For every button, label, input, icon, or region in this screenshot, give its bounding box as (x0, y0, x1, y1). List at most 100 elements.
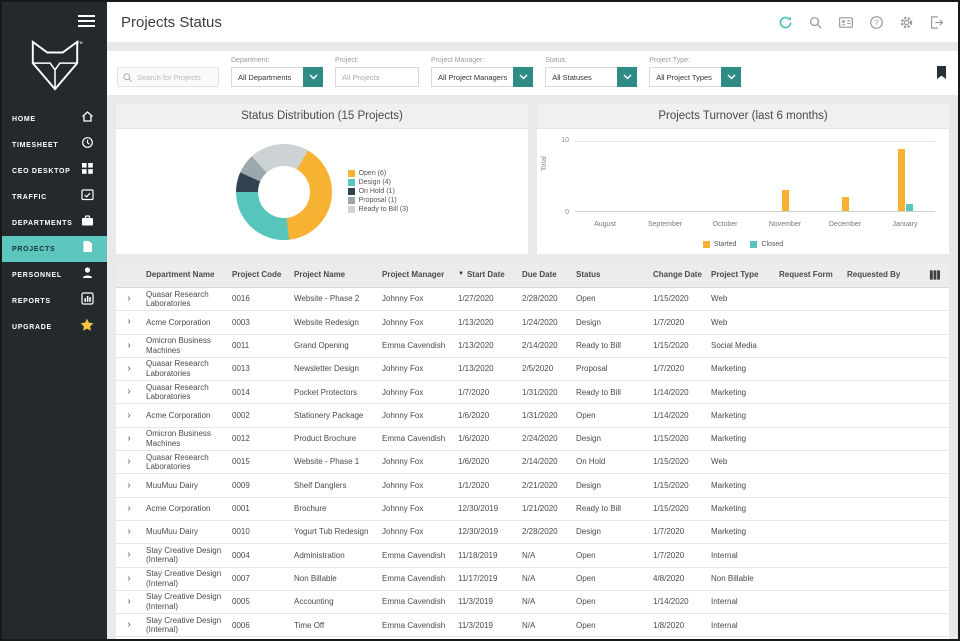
col-project-code[interactable]: Project Code (232, 270, 282, 280)
row-expander[interactable]: › (127, 432, 131, 444)
filter-label: Status: (545, 57, 567, 64)
sync-icon[interactable] (778, 15, 793, 30)
table-row[interactable]: › MuuMuu Dairy 0010 Yogurt Tub Redesign John… (116, 520, 949, 545)
chevron-down-icon[interactable] (721, 67, 742, 87)
sidebar-item-departments[interactable]: DEPARTMENTS (2, 210, 107, 236)
row-expander[interactable]: › (127, 293, 131, 305)
col-request-form[interactable]: Request Form (779, 270, 833, 280)
row-expander[interactable]: › (127, 479, 131, 491)
sidebar-item-ceo-desktop[interactable]: CEO DESKTOP (2, 158, 107, 184)
table-row[interactable]: › Acme Corporation 0001 Brochure Johnny Fox 1… (116, 497, 949, 521)
cell-spacer (907, 554, 949, 556)
table-row[interactable]: › MuuMuu Dairy 0009 Shelf Danglers Johnny Fo… (116, 474, 949, 498)
chevron-down-icon[interactable] (617, 67, 638, 87)
chevron-down-icon[interactable] (303, 67, 323, 87)
sidebar-item-home[interactable]: HOME (2, 106, 107, 132)
x-axis-label: November (768, 221, 802, 228)
row-expander[interactable]: › (127, 572, 131, 584)
row-expander[interactable]: › (127, 596, 131, 607)
cell-start-date: 12/30/2019 (458, 527, 499, 537)
cell-department: Acme Corporation (146, 504, 211, 514)
sidebar-item-timesheet[interactable]: TIMESHEET (2, 132, 107, 158)
cell-request-form (775, 554, 843, 556)
row-expander[interactable]: › (127, 386, 131, 398)
sidebar-item-personnel[interactable]: PERSONNEL (2, 262, 107, 288)
settings-icon[interactable] (899, 15, 914, 30)
search-input[interactable] (117, 67, 219, 87)
cell-project-type: Marketing (711, 504, 747, 514)
col-due-date[interactable]: Due Date (522, 270, 557, 280)
help-icon[interactable]: ? (869, 15, 884, 30)
row-expander[interactable]: › (127, 409, 131, 421)
cell-due-date: 2/14/2020 (522, 340, 558, 350)
status-select[interactable]: All Statuses (545, 67, 618, 87)
col-project-type[interactable]: Project Type (711, 270, 759, 280)
sidebar-item-projects[interactable]: PROJECTS (2, 236, 107, 262)
col-start-date[interactable]: ▼ Start Date (454, 270, 518, 280)
project-input[interactable] (335, 67, 419, 87)
col-requested-by[interactable]: Requested By (847, 270, 901, 280)
sidebar-item-traffic[interactable]: TRAFFIC (2, 184, 107, 210)
project-manager-select[interactable]: All Project Managers (431, 67, 514, 87)
row-expander[interactable]: › (127, 502, 131, 514)
cell-project-manager: Johnny Fox (382, 317, 424, 327)
logout-icon[interactable] (929, 15, 944, 30)
project-type-filter: Project Type: All Project Types (649, 57, 742, 87)
chevron-down-icon[interactable] (513, 67, 534, 87)
sidebar-item-upgrade[interactable]: UPGRADE (2, 314, 107, 340)
bar-slot (875, 142, 935, 211)
contacts-icon[interactable] (838, 15, 854, 30)
table-row[interactable]: › Quasar Research Laboratories 0016 Website… (116, 288, 949, 312)
cell-project-name: Non Billable (294, 573, 337, 583)
department-select[interactable]: All Departments (231, 67, 303, 87)
table-row[interactable]: › Stay Creative Design (Internal) 0004 Admi… (116, 544, 949, 568)
cell-project-manager: Johnny Fox (382, 364, 424, 374)
table-row[interactable]: › Quasar Research Laboratories 0015 Website… (116, 451, 949, 475)
table-row[interactable]: › Quasar Research Laboratories 0013 Newslet… (116, 357, 949, 382)
bar-legend: Started Closed (537, 241, 949, 248)
row-expander[interactable]: › (127, 316, 131, 328)
legend-item: Open (6) (347, 170, 409, 177)
row-expander[interactable]: › (127, 339, 131, 351)
col-change-date[interactable]: Change Date (653, 270, 702, 280)
project-type-select[interactable]: All Project Types (649, 67, 722, 87)
cell-due-date: N/A (522, 597, 536, 607)
cell-start-date: 11/3/2019 (458, 597, 493, 607)
table-row[interactable]: › Acme Corporation 0002 Stationery Package J… (116, 404, 949, 428)
cell-request-form (775, 368, 843, 370)
table-row[interactable]: › Quasar Research Laboratories 0014 Pocket … (116, 381, 949, 405)
cell-requested-by (843, 368, 907, 370)
col-department-name[interactable]: Department Name (146, 270, 215, 280)
search-icon[interactable] (808, 15, 823, 30)
cell-spacer (907, 461, 949, 463)
sidebar-item-reports[interactable]: REPORTS (2, 288, 107, 314)
row-expander[interactable]: › (127, 456, 131, 468)
table-row[interactable]: › Stay Creative Design (Internal) 0005 Acco… (116, 590, 949, 615)
table-row[interactable]: › Stay Creative Design (Internal) 0006 Time… (116, 614, 949, 638)
filter-bar: Department: All Departments Project: Pro… (107, 51, 958, 95)
cell-due-date: 2/28/2020 (522, 294, 558, 304)
row-expander[interactable]: › (127, 363, 131, 375)
bar-chart-icon (81, 292, 94, 310)
menu-icon[interactable] (66, 2, 107, 36)
table-row[interactable]: › Omicron Business Machines 0011 Grand Open… (116, 334, 949, 358)
table-row[interactable]: › Acme Corporation 0003 Website Redesign Joh… (116, 311, 949, 335)
table-row[interactable]: › Omicron Business Machines 0012 Product Br… (116, 427, 949, 452)
panel-title: Status Distribution (15 Projects) (116, 104, 528, 129)
column-chooser-button[interactable] (929, 269, 941, 281)
row-expander[interactable]: › (127, 526, 131, 538)
bar-slot (575, 142, 635, 211)
col-project-name[interactable]: Project Name (294, 270, 346, 280)
row-expander[interactable]: › (127, 549, 131, 561)
col-project-manager[interactable]: Project Manager (382, 270, 445, 280)
save-filter-icon[interactable] (935, 65, 948, 80)
cell-spacer (907, 321, 949, 323)
legend-item: Closed (750, 241, 783, 248)
row-expander[interactable]: › (127, 619, 131, 631)
table-row[interactable]: › Stay Creative Design (Internal) 0007 Non … (116, 567, 949, 591)
app-logo: ™ (2, 36, 107, 106)
cell-due-date: N/A (522, 573, 536, 583)
cell-change-date: 1/15/2020 (653, 504, 689, 514)
col-status[interactable]: Status (576, 270, 601, 280)
cell-requested-by (843, 624, 907, 626)
